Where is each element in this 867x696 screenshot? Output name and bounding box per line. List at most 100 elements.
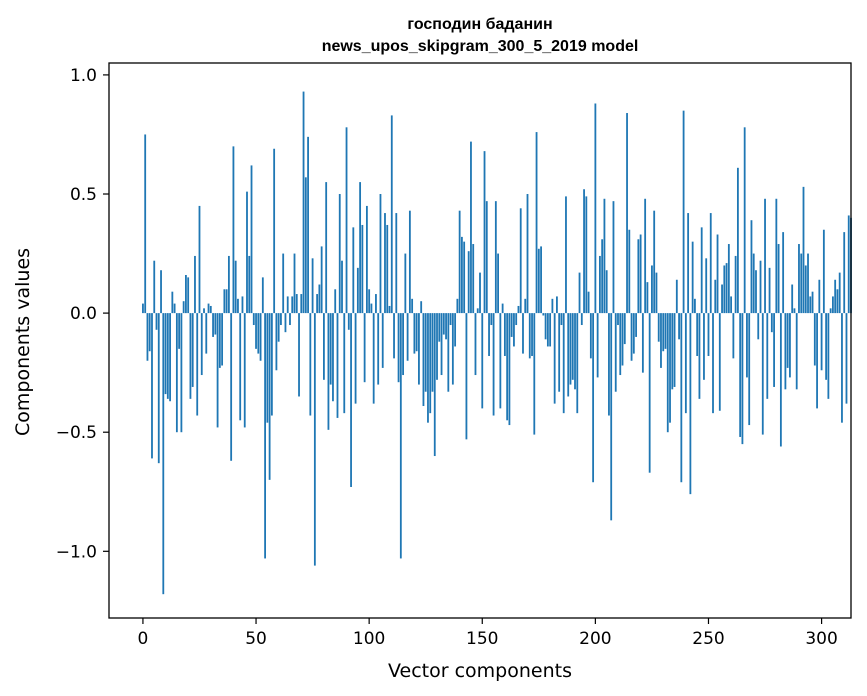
- bar-94: [354, 313, 357, 404]
- bar-244: [694, 298, 696, 314]
- bar-95: [356, 267, 359, 314]
- bar-295: [809, 296, 812, 314]
- bar-111: [393, 313, 395, 359]
- y-tick-label: −1.0: [56, 542, 97, 562]
- bar-201: [596, 313, 599, 378]
- bar-177: [542, 313, 545, 316]
- bar-159: [501, 303, 504, 314]
- bar-197: [587, 291, 590, 314]
- bar-7: [157, 313, 160, 464]
- bar-106: [381, 313, 384, 368]
- bar-250: [707, 313, 710, 356]
- bar-285: [786, 313, 789, 368]
- bar-264: [739, 313, 742, 437]
- bar-205: [605, 270, 608, 314]
- bar-10: [164, 313, 167, 395]
- bar-284: [784, 313, 787, 390]
- bar-97: [361, 224, 364, 314]
- y-tick-label: −0.5: [56, 423, 97, 443]
- bar-3: [148, 313, 151, 352]
- bar-25: [198, 205, 201, 314]
- bar-289: [795, 313, 798, 390]
- x-tick-label: 200: [579, 629, 611, 649]
- bar-245: [696, 313, 699, 356]
- bar-144: [467, 251, 470, 314]
- bar-82: [327, 313, 330, 430]
- bar-91: [347, 313, 350, 330]
- bar-40: [232, 146, 235, 314]
- bar-31: [212, 313, 214, 337]
- bar-129: [433, 313, 436, 457]
- bar-270: [752, 253, 755, 314]
- bar-72: [304, 177, 307, 314]
- bar-163: [510, 313, 513, 337]
- x-tick-label: 0: [138, 629, 149, 649]
- bar-169: [524, 298, 527, 314]
- bar-16: [178, 313, 181, 349]
- bar-47: [248, 255, 251, 314]
- bar-157: [497, 253, 499, 314]
- bar-6: [155, 313, 158, 330]
- bar-228: [657, 313, 660, 342]
- y-tick-label: 0.0: [70, 304, 97, 324]
- bar-241: [687, 213, 690, 314]
- bar-267: [746, 313, 748, 378]
- bar-73: [307, 136, 309, 314]
- bar-230: [662, 313, 665, 352]
- bar-207: [610, 313, 613, 521]
- bar-213: [623, 313, 626, 345]
- bar-243: [691, 241, 694, 314]
- bar-127: [429, 313, 432, 414]
- bar-185: [560, 313, 563, 326]
- bar-119: [411, 298, 414, 314]
- bar-215: [628, 229, 631, 314]
- bar-75: [311, 258, 314, 314]
- bar-54: [264, 313, 266, 559]
- bar-184: [558, 313, 561, 392]
- bar-0: [142, 303, 144, 314]
- bar-291: [800, 253, 803, 314]
- bar-153: [488, 313, 490, 356]
- bar-281: [777, 244, 780, 314]
- bar-120: [413, 313, 416, 354]
- bar-294: [807, 253, 809, 314]
- bar-279: [773, 313, 775, 387]
- bar-260: [730, 296, 733, 314]
- bar-44: [241, 296, 244, 314]
- bar-156: [494, 201, 497, 314]
- bar-50: [255, 313, 257, 349]
- bar-67: [293, 253, 296, 314]
- bar-96: [359, 182, 362, 314]
- bar-147: [474, 313, 477, 376]
- bar-225: [651, 265, 653, 314]
- bar-276: [766, 313, 769, 399]
- bar-36: [223, 289, 226, 314]
- bar-222: [644, 198, 647, 314]
- bar-226: [653, 210, 656, 314]
- bar-121: [415, 313, 418, 352]
- y-axis-ticks: 1.0 0.5 0.0 −0.5 −1.0: [56, 66, 109, 562]
- bar-152: [485, 201, 488, 314]
- bar-248: [703, 313, 705, 380]
- bar-71: [302, 91, 305, 314]
- bars-group: [142, 91, 852, 595]
- bar-124: [422, 313, 425, 407]
- bar-212: [621, 313, 624, 366]
- bar-151: [483, 151, 486, 314]
- bar-113: [397, 313, 400, 383]
- bar-19: [185, 275, 187, 314]
- bar-271: [755, 270, 757, 314]
- bar-11: [166, 313, 169, 399]
- bar-258: [725, 263, 728, 314]
- bar-275: [764, 198, 766, 314]
- bar-239: [682, 110, 685, 314]
- bar-139: [456, 298, 459, 314]
- bar-182: [553, 313, 556, 404]
- bar-84: [332, 313, 334, 402]
- bar-236: [675, 279, 678, 314]
- bar-312: [847, 215, 850, 314]
- bar-269: [750, 220, 753, 314]
- bar-195: [583, 189, 585, 314]
- bar-70: [300, 294, 303, 314]
